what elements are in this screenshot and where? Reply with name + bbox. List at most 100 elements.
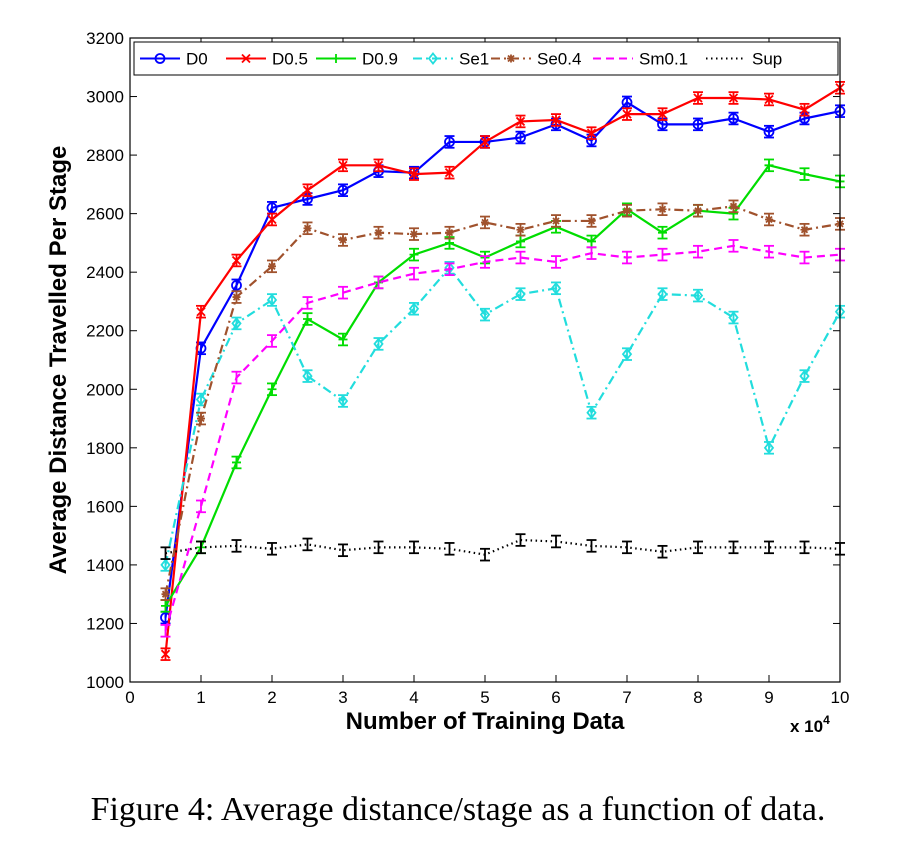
data-point bbox=[231, 279, 242, 291]
data-point bbox=[481, 218, 489, 227]
error-bar bbox=[444, 542, 455, 556]
x-tick-label: 8 bbox=[693, 688, 702, 707]
legend-label: D0 bbox=[186, 50, 208, 69]
y-tick-label: 1400 bbox=[86, 556, 124, 575]
data-point bbox=[267, 384, 277, 394]
data-point bbox=[337, 184, 349, 196]
data-point bbox=[196, 307, 206, 317]
data-point bbox=[241, 53, 251, 64]
error-bar bbox=[409, 540, 419, 555]
error-bar bbox=[480, 255, 490, 269]
data-point bbox=[516, 236, 525, 246]
error-bar bbox=[267, 334, 277, 348]
figure-caption: Figure 4: Average distance/stage as a fu… bbox=[91, 791, 826, 828]
series-line bbox=[164, 86, 841, 655]
error-bar bbox=[799, 250, 810, 265]
series-d0-5 bbox=[160, 81, 845, 661]
legend-label: Se0.4 bbox=[537, 50, 581, 69]
legend-entry: D0.9 bbox=[316, 50, 398, 69]
data-point bbox=[692, 118, 704, 130]
error-bar bbox=[480, 547, 490, 562]
x-tick-label: 1 bbox=[196, 688, 205, 707]
y-tick-label: 2400 bbox=[86, 263, 124, 282]
x-tick-label: 10 bbox=[831, 688, 850, 707]
data-point bbox=[515, 132, 526, 143]
error-bar bbox=[622, 540, 632, 555]
x-axis-title: Number of Training Data bbox=[346, 708, 625, 735]
data-point bbox=[444, 168, 455, 178]
error-bar bbox=[338, 285, 348, 300]
data-point bbox=[623, 206, 631, 215]
legend-label: Se1 bbox=[459, 50, 489, 69]
x-tick-label: 2 bbox=[267, 688, 276, 707]
error-bar bbox=[515, 533, 526, 547]
data-point bbox=[658, 228, 667, 238]
y-tick-label: 1000 bbox=[86, 673, 124, 692]
error-bar bbox=[728, 239, 739, 253]
data-point bbox=[374, 228, 383, 237]
data-point bbox=[550, 281, 562, 295]
series-line bbox=[164, 205, 841, 595]
data-point bbox=[409, 169, 419, 179]
y-tick-label: 2600 bbox=[86, 205, 124, 224]
error-bar bbox=[338, 543, 348, 558]
error-bar bbox=[764, 244, 774, 259]
error-bar bbox=[409, 266, 419, 281]
data-point bbox=[444, 136, 455, 148]
series-sup bbox=[160, 533, 845, 562]
error-bar bbox=[799, 540, 810, 555]
x-axis-multiplier-base: x 10 bbox=[790, 717, 823, 736]
data-point bbox=[267, 214, 277, 225]
data-point bbox=[231, 255, 242, 266]
error-bar bbox=[728, 540, 739, 555]
data-point bbox=[266, 293, 278, 307]
y-axis-title: Average Distance Travelled Per Stage bbox=[45, 146, 72, 575]
data-point bbox=[764, 160, 774, 170]
data-point bbox=[302, 185, 313, 195]
data-point bbox=[552, 216, 560, 225]
data-point bbox=[657, 109, 668, 119]
data-point bbox=[728, 113, 739, 124]
data-point bbox=[445, 228, 454, 237]
data-point bbox=[154, 53, 166, 64]
series-line bbox=[164, 101, 841, 618]
series-layer bbox=[160, 81, 846, 661]
data-point bbox=[338, 160, 348, 170]
data-point bbox=[587, 236, 596, 246]
data-point bbox=[728, 93, 739, 103]
error-bar bbox=[693, 540, 703, 555]
x-axis-multiplier: x 104 bbox=[790, 713, 830, 736]
legend-items: D0 D0.5 D0.9 Se1 Se0.4 Sm0.1 Sup bbox=[140, 50, 782, 69]
series-sm0-1 bbox=[160, 239, 845, 638]
x-tick-label: 0 bbox=[125, 688, 134, 707]
data-point bbox=[764, 94, 774, 105]
data-point bbox=[799, 105, 810, 115]
series-line bbox=[164, 164, 841, 607]
y-tick-label: 1600 bbox=[86, 497, 124, 516]
error-bar bbox=[586, 539, 597, 553]
data-point bbox=[657, 287, 668, 301]
data-point bbox=[445, 238, 454, 248]
error-bar bbox=[196, 499, 206, 514]
error-bar bbox=[444, 262, 455, 277]
series-line bbox=[165, 538, 841, 556]
series-se1 bbox=[160, 261, 846, 572]
series-line bbox=[164, 266, 841, 566]
series-se0-4 bbox=[160, 199, 845, 601]
data-point bbox=[507, 54, 515, 63]
plot-frame bbox=[129, 37, 841, 683]
error-bar bbox=[764, 540, 774, 555]
legend-entry: Se0.4 bbox=[491, 50, 581, 69]
data-point bbox=[515, 116, 526, 127]
data-point bbox=[197, 414, 205, 423]
error-bar bbox=[231, 539, 242, 553]
data-point bbox=[621, 347, 633, 361]
y-tick-label: 3000 bbox=[86, 88, 124, 107]
series-line bbox=[164, 244, 841, 632]
data-point bbox=[763, 126, 775, 138]
data-point bbox=[480, 137, 490, 147]
data-point bbox=[373, 337, 384, 351]
data-point bbox=[765, 215, 773, 224]
y-tick-label: 1800 bbox=[86, 439, 124, 458]
